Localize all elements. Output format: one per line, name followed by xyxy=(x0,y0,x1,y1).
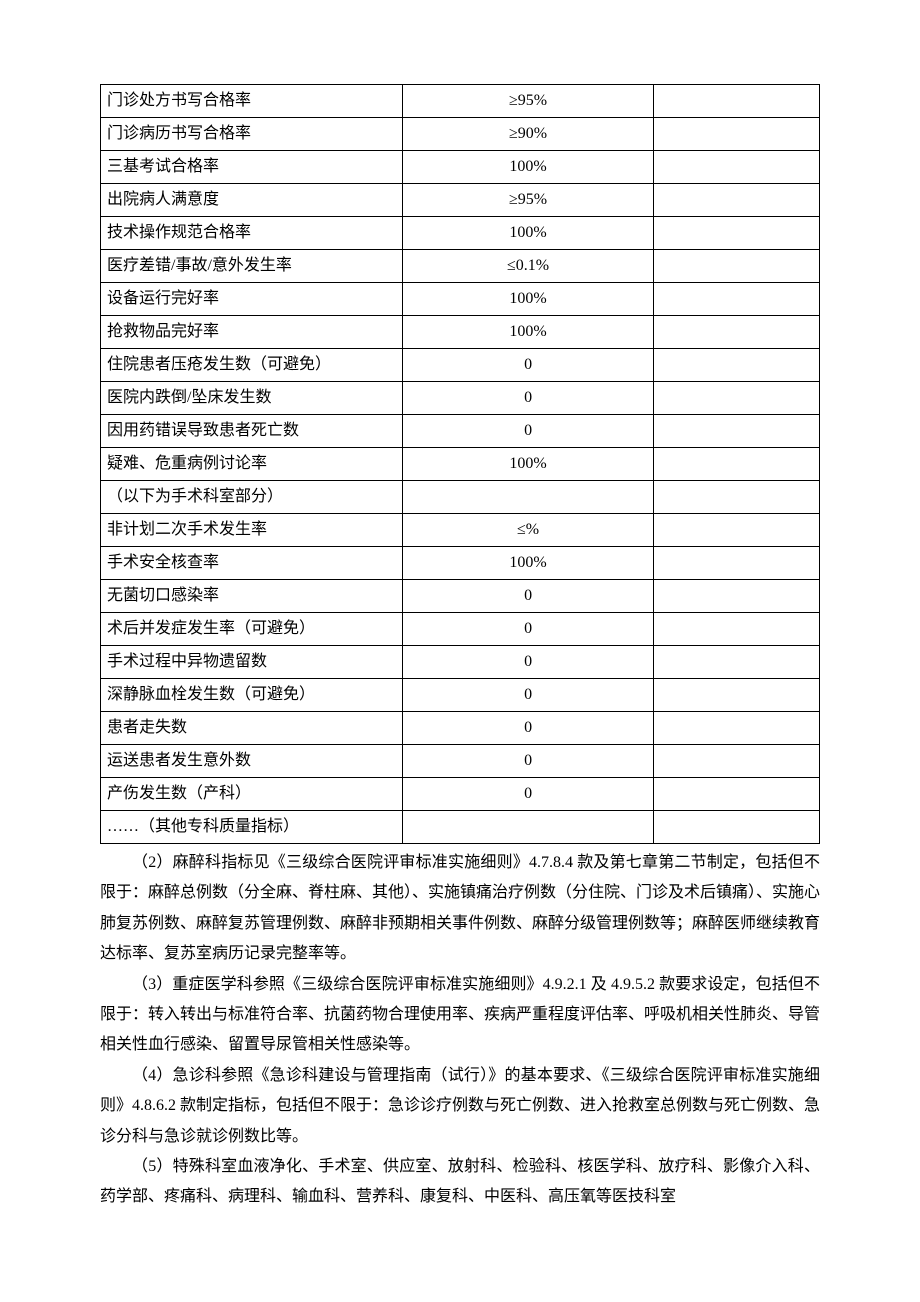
note-cell xyxy=(653,85,819,118)
metric-cell: 设备运行完好率 xyxy=(101,283,403,316)
metric-cell: 手术安全核查率 xyxy=(101,547,403,580)
metric-cell: 非计划二次手术发生率 xyxy=(101,514,403,547)
table-row: 技术操作规范合格率100% xyxy=(101,217,820,250)
note-cell xyxy=(653,778,819,811)
metric-cell: 疑难、危重病例讨论率 xyxy=(101,448,403,481)
metric-cell: 患者走失数 xyxy=(101,712,403,745)
paragraph-5: （5）特殊科室血液净化、手术室、供应室、放射科、检验科、核医学科、放疗科、影像介… xyxy=(100,1152,820,1213)
table-row: （以下为手术科室部分） xyxy=(101,481,820,514)
table-row: 门诊病历书写合格率≥90% xyxy=(101,118,820,151)
table-row: 运送患者发生意外数0 xyxy=(101,745,820,778)
table-row: 无菌切口感染率0 xyxy=(101,580,820,613)
table-row: 手术安全核查率100% xyxy=(101,547,820,580)
table-row: 抢救物品完好率100% xyxy=(101,316,820,349)
target-cell: 0 xyxy=(403,712,653,745)
metric-cell: 运送患者发生意外数 xyxy=(101,745,403,778)
target-cell xyxy=(403,811,653,844)
note-cell xyxy=(653,382,819,415)
metric-cell: 医院内跌倒/坠床发生数 xyxy=(101,382,403,415)
note-cell xyxy=(653,184,819,217)
target-cell: 0 xyxy=(403,679,653,712)
paragraph-3: （3）重症医学科参照《三级综合医院评审标准实施细则》4.9.2.1 及 4.9.… xyxy=(100,970,820,1061)
note-cell xyxy=(653,613,819,646)
metric-cell: 三基考试合格率 xyxy=(101,151,403,184)
target-cell: 100% xyxy=(403,448,653,481)
body-text: （2）麻醉科指标见《三级综合医院评审标准实施细则》4.7.8.4 款及第七章第二… xyxy=(100,848,820,1213)
table-row: 出院病人满意度≥95% xyxy=(101,184,820,217)
metric-cell: 无菌切口感染率 xyxy=(101,580,403,613)
note-cell xyxy=(653,349,819,382)
target-cell: 0 xyxy=(403,580,653,613)
metrics-table: 门诊处方书写合格率≥95%门诊病历书写合格率≥90%三基考试合格率100%出院病… xyxy=(100,84,820,844)
metric-cell: 术后并发症发生率（可避免） xyxy=(101,613,403,646)
metric-cell: 深静脉血栓发生数（可避免） xyxy=(101,679,403,712)
target-cell: 100% xyxy=(403,283,653,316)
target-cell: 100% xyxy=(403,217,653,250)
target-cell: 0 xyxy=(403,382,653,415)
metric-cell: ……（其他专科质量指标） xyxy=(101,811,403,844)
metric-cell: 产伤发生数（产科） xyxy=(101,778,403,811)
target-cell xyxy=(403,481,653,514)
table-row: 医院内跌倒/坠床发生数0 xyxy=(101,382,820,415)
target-cell: ≥95% xyxy=(403,184,653,217)
target-cell: 0 xyxy=(403,646,653,679)
paragraph-4: （4）急诊科参照《急诊科建设与管理指南（试行）》的基本要求、《三级综合医院评审标… xyxy=(100,1061,820,1152)
metric-cell: 手术过程中异物遗留数 xyxy=(101,646,403,679)
note-cell xyxy=(653,646,819,679)
note-cell xyxy=(653,316,819,349)
target-cell: 0 xyxy=(403,778,653,811)
target-cell: 100% xyxy=(403,151,653,184)
target-cell: ≤% xyxy=(403,514,653,547)
table-row: 医疗差错/事故/意外发生率≤0.1% xyxy=(101,250,820,283)
target-cell: 100% xyxy=(403,547,653,580)
metric-cell: 门诊处方书写合格率 xyxy=(101,85,403,118)
metric-cell: 住院患者压疮发生数（可避免） xyxy=(101,349,403,382)
metric-cell: （以下为手术科室部分） xyxy=(101,481,403,514)
target-cell: ≤0.1% xyxy=(403,250,653,283)
note-cell xyxy=(653,481,819,514)
table-row: 非计划二次手术发生率≤% xyxy=(101,514,820,547)
target-cell: ≥90% xyxy=(403,118,653,151)
note-cell xyxy=(653,547,819,580)
note-cell xyxy=(653,217,819,250)
metric-cell: 因用药错误导致患者死亡数 xyxy=(101,415,403,448)
table-row: 术后并发症发生率（可避免）0 xyxy=(101,613,820,646)
table-row: 因用药错误导致患者死亡数0 xyxy=(101,415,820,448)
document-page: 门诊处方书写合格率≥95%门诊病历书写合格率≥90%三基考试合格率100%出院病… xyxy=(0,0,920,1293)
target-cell: 0 xyxy=(403,745,653,778)
note-cell xyxy=(653,448,819,481)
note-cell xyxy=(653,679,819,712)
table-row: 患者走失数0 xyxy=(101,712,820,745)
table-row: 设备运行完好率100% xyxy=(101,283,820,316)
note-cell xyxy=(653,283,819,316)
table-row: 门诊处方书写合格率≥95% xyxy=(101,85,820,118)
note-cell xyxy=(653,514,819,547)
table-row: 产伤发生数（产科）0 xyxy=(101,778,820,811)
metric-cell: 抢救物品完好率 xyxy=(101,316,403,349)
table-row: 手术过程中异物遗留数0 xyxy=(101,646,820,679)
note-cell xyxy=(653,580,819,613)
paragraph-2: （2）麻醉科指标见《三级综合医院评审标准实施细则》4.7.8.4 款及第七章第二… xyxy=(100,848,820,970)
target-cell: 0 xyxy=(403,349,653,382)
metric-cell: 医疗差错/事故/意外发生率 xyxy=(101,250,403,283)
note-cell xyxy=(653,811,819,844)
table-row: ……（其他专科质量指标） xyxy=(101,811,820,844)
note-cell xyxy=(653,712,819,745)
target-cell: 0 xyxy=(403,613,653,646)
target-cell: 100% xyxy=(403,316,653,349)
note-cell xyxy=(653,745,819,778)
note-cell xyxy=(653,250,819,283)
table-row: 疑难、危重病例讨论率100% xyxy=(101,448,820,481)
metric-cell: 出院病人满意度 xyxy=(101,184,403,217)
metric-cell: 门诊病历书写合格率 xyxy=(101,118,403,151)
metric-cell: 技术操作规范合格率 xyxy=(101,217,403,250)
table-row: 三基考试合格率100% xyxy=(101,151,820,184)
table-row: 深静脉血栓发生数（可避免）0 xyxy=(101,679,820,712)
note-cell xyxy=(653,415,819,448)
target-cell: ≥95% xyxy=(403,85,653,118)
note-cell xyxy=(653,151,819,184)
target-cell: 0 xyxy=(403,415,653,448)
table-row: 住院患者压疮发生数（可避免）0 xyxy=(101,349,820,382)
note-cell xyxy=(653,118,819,151)
